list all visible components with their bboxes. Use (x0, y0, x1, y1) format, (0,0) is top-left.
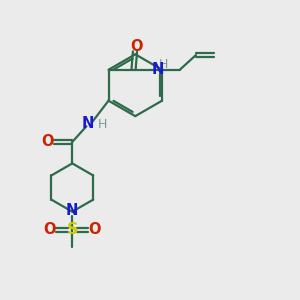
Text: N: N (66, 203, 79, 218)
Text: O: O (130, 39, 143, 54)
Text: O: O (41, 134, 54, 149)
Text: N: N (152, 62, 164, 77)
Text: H: H (159, 58, 169, 71)
Text: N: N (82, 116, 94, 131)
Text: S: S (67, 222, 78, 237)
Text: O: O (44, 222, 56, 237)
Text: O: O (89, 222, 101, 237)
Text: H: H (98, 118, 107, 131)
